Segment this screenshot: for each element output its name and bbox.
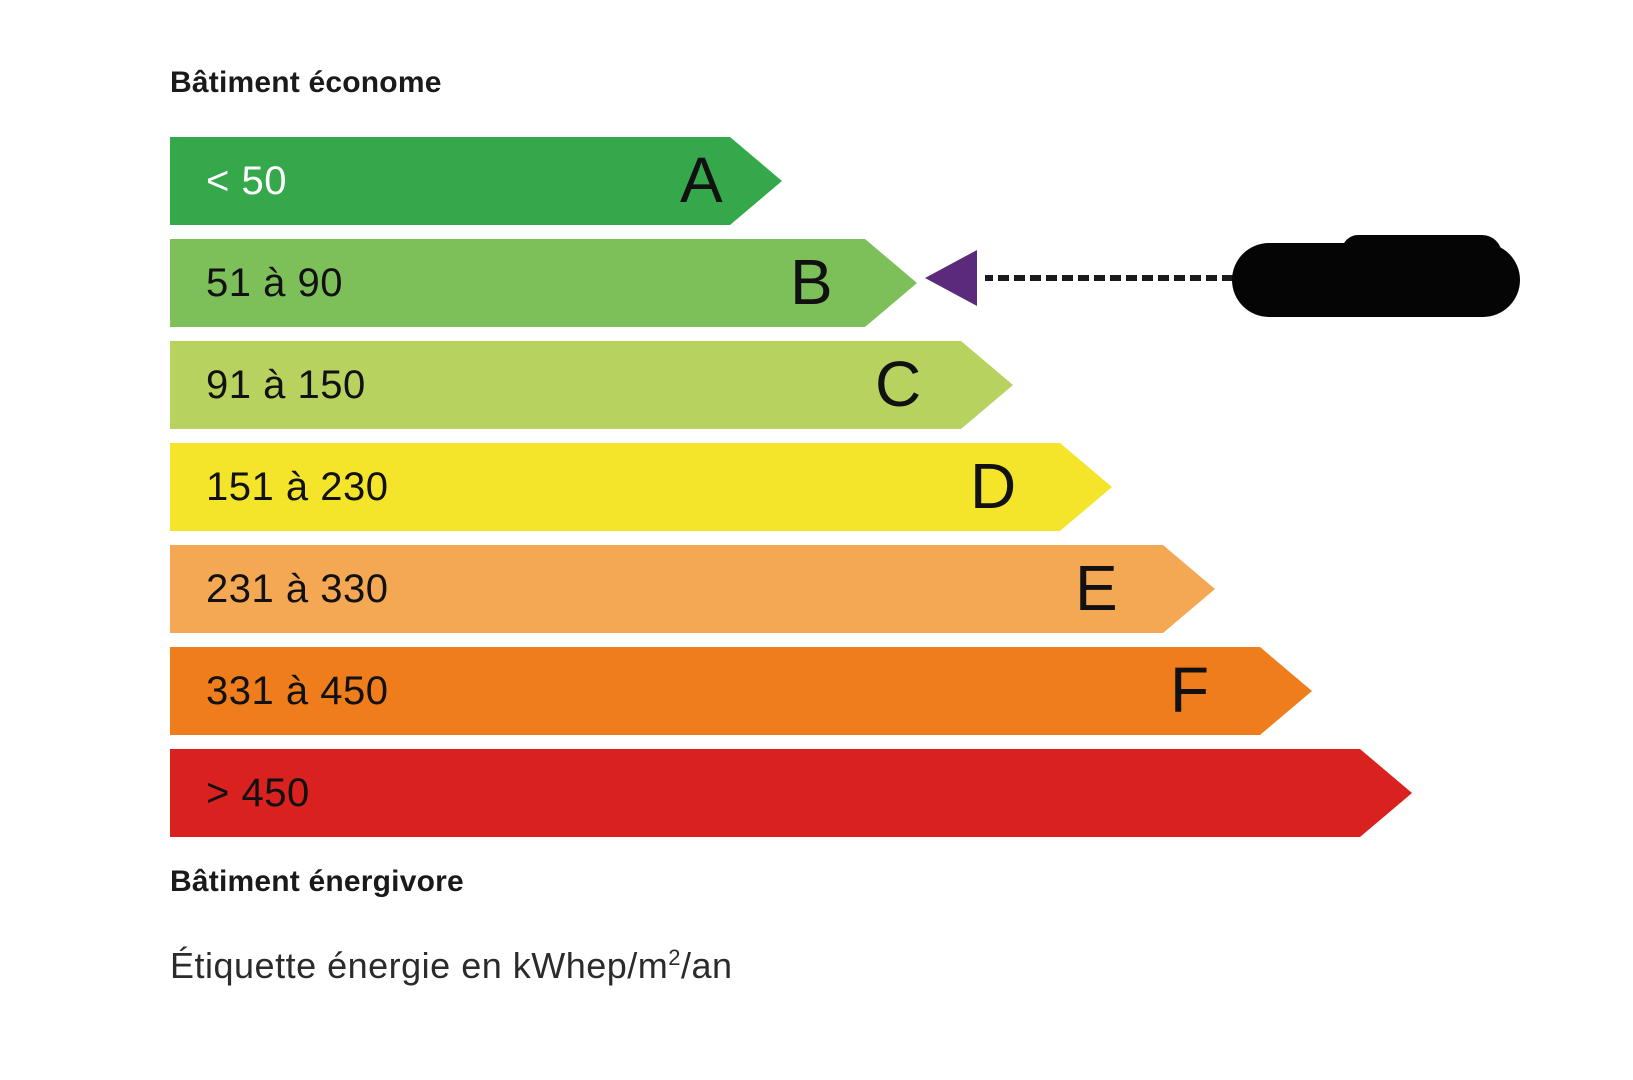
energy-class-bar-e: 231 à 330 E — [170, 545, 1215, 633]
energy-class-bar-g: > 450 — [170, 749, 1412, 837]
unit-caption-prefix: Étiquette énergie en kWhep/m — [170, 945, 669, 986]
top-caption-economical-building: Bâtiment économe — [170, 66, 442, 99]
bar-arrow-shape-icon — [170, 137, 782, 225]
bar-arrow-shape-icon — [170, 545, 1215, 633]
bottom-caption-energy-hungry-building: Bâtiment énergivore — [170, 865, 464, 898]
unit-caption: Étiquette énergie en kWhep/m2/an — [170, 945, 733, 987]
bar-range-label: 51 à 90 — [206, 261, 343, 305]
energy-class-bar-b: 51 à 90 B — [170, 239, 917, 327]
bar-arrow-shape-icon — [170, 341, 1013, 429]
bar-arrow-shape-icon — [170, 749, 1412, 837]
unit-caption-superscript: 2 — [668, 945, 682, 970]
energy-class-bar-d: 151 à 230 D — [170, 443, 1112, 531]
bar-class-letter: D — [970, 450, 1017, 522]
bar-range-label: 151 à 230 — [206, 465, 389, 509]
bar-class-letter: A — [680, 144, 723, 216]
unit-caption-suffix: /an — [681, 945, 733, 986]
bar-arrow-shape-icon — [170, 443, 1112, 531]
bar-class-letter: F — [1170, 654, 1210, 726]
bar-class-letter: C — [875, 348, 922, 420]
energy-class-bar-c: 91 à 150 C — [170, 341, 1013, 429]
bar-range-label: 91 à 150 — [206, 363, 366, 407]
bar-range-label: < 50 — [206, 159, 287, 203]
bar-range-label: 231 à 330 — [206, 567, 389, 611]
bar-range-label: 331 à 450 — [206, 669, 389, 713]
bar-class-letter: B — [790, 246, 833, 318]
bar-class-letter: E — [1075, 552, 1118, 624]
energy-class-bar-f: 331 à 450 F — [170, 647, 1312, 735]
bar-arrow-shape-icon — [170, 647, 1312, 735]
energy-class-bar-a: < 50 A — [170, 137, 782, 225]
bar-range-label: > 450 — [206, 771, 310, 815]
bar-arrow-shape-icon — [170, 239, 917, 327]
